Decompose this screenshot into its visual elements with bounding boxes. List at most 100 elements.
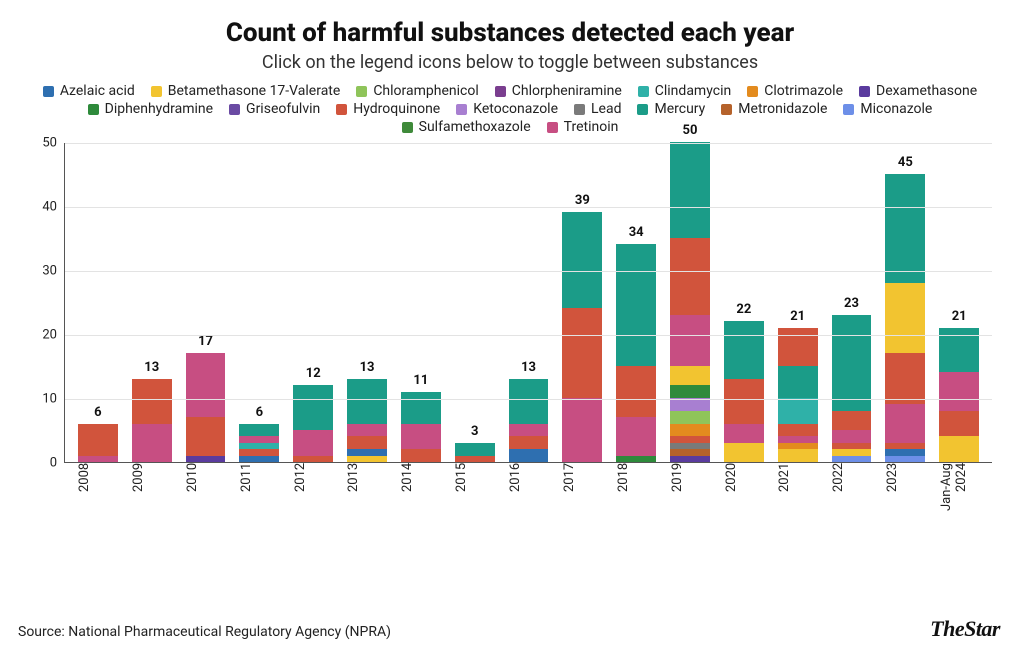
bar-segment[interactable]	[885, 174, 925, 283]
legend-item[interactable]: Sulfamethoxazole	[402, 119, 531, 135]
bar-total-label: 21	[952, 309, 967, 328]
bar-segment[interactable]	[670, 315, 710, 366]
y-tick-label: 50	[42, 136, 65, 151]
bar-segment[interactable]	[670, 424, 710, 437]
bar-segment[interactable]	[885, 353, 925, 404]
bar-segment[interactable]	[239, 424, 279, 437]
bar-segment[interactable]	[670, 238, 710, 315]
bar-segment[interactable]	[832, 430, 872, 443]
bar-segment[interactable]	[832, 411, 872, 430]
legend-swatch-icon	[843, 104, 854, 115]
bar-segment[interactable]	[509, 449, 549, 462]
bar-segment[interactable]	[670, 366, 710, 385]
bar-segment[interactable]	[186, 353, 226, 417]
x-tick-label: 2009	[131, 463, 171, 543]
bar-segment[interactable]	[78, 424, 118, 456]
legend-item[interactable]: Betamethasone 17-Valerate	[151, 83, 341, 99]
bar-segment[interactable]	[885, 283, 925, 353]
legend-swatch-icon	[859, 86, 870, 97]
bar-column: 12	[293, 385, 333, 462]
bar-column: 23	[832, 315, 872, 462]
legend-label: Diphenhydramine	[105, 101, 213, 117]
legend-item[interactable]: Griseofulvin	[229, 101, 320, 117]
bar-segment[interactable]	[670, 456, 710, 462]
bar-segment[interactable]	[455, 443, 495, 456]
bar-column: 50	[670, 142, 710, 462]
bar-segment[interactable]	[562, 398, 602, 462]
bar-segment[interactable]	[132, 379, 172, 424]
bar-segment[interactable]	[778, 328, 818, 366]
bar-segment[interactable]	[832, 456, 872, 462]
bar-segment[interactable]	[293, 385, 333, 430]
bar-segment[interactable]	[724, 321, 764, 379]
bar-segment[interactable]	[347, 379, 387, 424]
bar-total-label: 3	[471, 424, 478, 443]
legend-item[interactable]: Clindamycin	[638, 83, 731, 99]
bar-segment[interactable]	[939, 436, 979, 462]
x-tick-label: 2021	[777, 463, 817, 543]
legend-item[interactable]: Hydroquinone	[336, 101, 440, 117]
bar-segment[interactable]	[562, 308, 602, 398]
x-tick-label: 2011	[239, 463, 279, 543]
bar-segment[interactable]	[670, 411, 710, 424]
legend-item[interactable]: Chloramphenicol	[356, 83, 478, 99]
bar-segment[interactable]	[670, 142, 710, 238]
bar-segment[interactable]	[401, 392, 441, 424]
bar-segment[interactable]	[347, 424, 387, 437]
bar-column: 21	[778, 328, 818, 462]
bar-segment[interactable]	[616, 417, 656, 455]
x-tick-label: 2012	[293, 463, 333, 543]
bar-segment[interactable]	[401, 424, 441, 450]
legend-item[interactable]: Metronidazole	[721, 101, 827, 117]
bar-segment[interactable]	[78, 456, 118, 462]
legend-item[interactable]: Azelaic acid	[43, 83, 135, 99]
legend-item[interactable]: Mercury	[637, 101, 705, 117]
bar-segment[interactable]	[885, 456, 925, 462]
bar-segment[interactable]	[509, 424, 549, 437]
x-tick-label: 2019	[670, 463, 710, 543]
legend-item[interactable]: Lead	[574, 101, 621, 117]
bar-segment[interactable]	[724, 379, 764, 424]
bar-segment[interactable]	[186, 456, 226, 462]
bar-segment[interactable]	[616, 244, 656, 366]
bar-segment[interactable]	[939, 411, 979, 437]
bar-segment[interactable]	[670, 385, 710, 398]
bar-segment[interactable]	[724, 424, 764, 443]
legend-label: Lead	[591, 101, 621, 117]
legend-item[interactable]: Dexamethasone	[859, 83, 977, 99]
plot-region: 6131761213113133934502221234521 01020304…	[64, 143, 992, 463]
x-tick-label: 2010	[185, 463, 225, 543]
legend-label: Hydroquinone	[353, 101, 440, 117]
bar-column: 34	[616, 244, 656, 462]
bar-segment[interactable]	[347, 436, 387, 449]
legend-item[interactable]: Tretinoin	[547, 119, 619, 135]
legend-item[interactable]: Miconazole	[843, 101, 932, 117]
bar-segment[interactable]	[778, 398, 818, 424]
bar-segment[interactable]	[347, 456, 387, 462]
bar-segment[interactable]	[293, 430, 333, 456]
bar-segment[interactable]	[401, 449, 441, 462]
bar-column: 6	[239, 424, 279, 462]
legend-item[interactable]: Chlorpheniramine	[495, 83, 622, 99]
legend-item[interactable]: Diphenhydramine	[88, 101, 213, 117]
bar-segment[interactable]	[616, 456, 656, 462]
bar-segment[interactable]	[939, 372, 979, 410]
bar-segment[interactable]	[885, 404, 925, 442]
bar-segment[interactable]	[778, 449, 818, 462]
legend-swatch-icon	[547, 122, 558, 133]
bar-segment[interactable]	[239, 456, 279, 462]
bar-segment[interactable]	[186, 417, 226, 455]
bar-segment[interactable]	[132, 424, 172, 462]
bar-segment[interactable]	[509, 436, 549, 449]
legend-item[interactable]: Clotrimazole	[747, 83, 843, 99]
bar-segment[interactable]	[509, 379, 549, 424]
bar-segment[interactable]	[455, 456, 495, 462]
bar-segment[interactable]	[724, 443, 764, 462]
legend-item[interactable]: Ketoconazole	[456, 101, 558, 117]
bar-segment[interactable]	[616, 366, 656, 417]
bar-segment[interactable]	[778, 366, 818, 398]
bar-segment[interactable]	[562, 212, 602, 308]
bar-segment[interactable]	[293, 456, 333, 462]
bar-segment[interactable]	[778, 424, 818, 437]
bar-segment[interactable]	[832, 315, 872, 411]
